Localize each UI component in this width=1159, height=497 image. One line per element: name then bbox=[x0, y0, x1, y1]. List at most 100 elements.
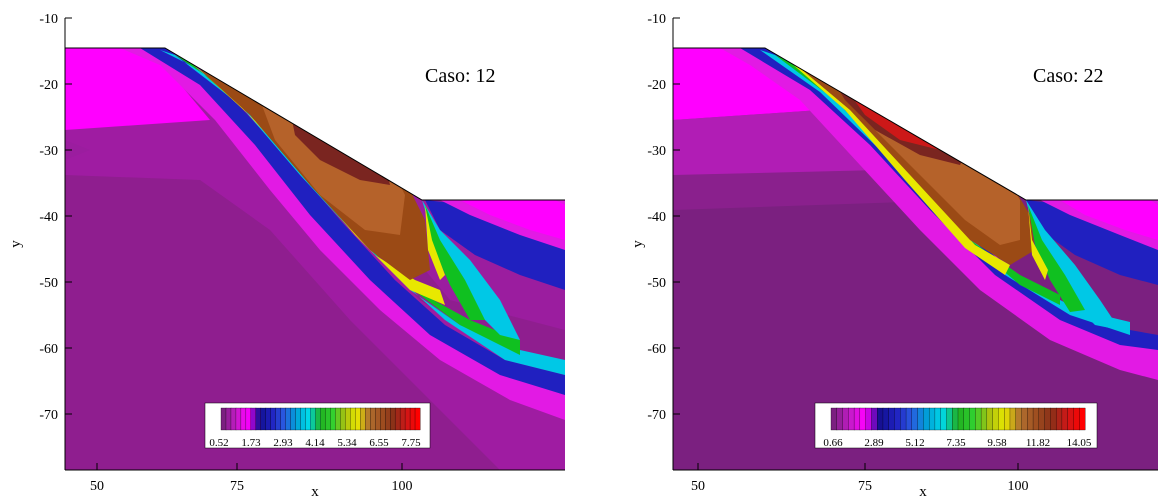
colorbar-swatch bbox=[295, 407, 302, 431]
colorbar-tick: 5.34 bbox=[337, 437, 357, 449]
colorbar-swatch bbox=[998, 407, 1005, 431]
colorbar-swatch bbox=[946, 407, 953, 431]
colorbar-swatch bbox=[340, 407, 346, 431]
colorbar-swatch bbox=[1021, 407, 1028, 431]
y-tick-label: -10 bbox=[647, 12, 666, 27]
colorbar-swatch bbox=[859, 407, 867, 431]
colorbar-swatch bbox=[1061, 407, 1069, 431]
colorbar-swatch bbox=[300, 407, 307, 431]
x-axis-label: x bbox=[311, 484, 319, 497]
colorbar-swatches bbox=[830, 407, 1086, 431]
colorbar-swatch bbox=[1015, 407, 1022, 431]
colorbar-swatch bbox=[986, 407, 994, 431]
y-tick-label: -30 bbox=[647, 144, 666, 159]
colorbar-swatch bbox=[385, 407, 391, 431]
colorbar-swatch bbox=[389, 407, 396, 431]
colorbar-tick: 2.93 bbox=[273, 437, 293, 449]
y-tick-label: -40 bbox=[647, 210, 666, 225]
y-ticks: -10 -20 -30 -40 -50 -60 -70 bbox=[647, 12, 680, 423]
colorbar-swatch bbox=[1038, 407, 1046, 431]
y-tick-label: -20 bbox=[647, 78, 666, 93]
colorbar-swatch bbox=[1009, 407, 1017, 431]
colorbar-tick: 11.82 bbox=[1026, 437, 1050, 449]
colorbar-swatch bbox=[1032, 407, 1040, 431]
colorbar-tick: 2.89 bbox=[864, 437, 884, 449]
y-tick-label: -70 bbox=[647, 408, 666, 423]
contour-panel-2: -10 -20 -30 -40 -50 -60 -70 50 75 100 y … bbox=[630, 12, 1158, 497]
colorbar-swatch bbox=[871, 407, 878, 431]
colorbar-swatch bbox=[917, 407, 924, 431]
colorbar-legend: 0.66 2.89 5.12 7.35 9.58 11.82 14.05 bbox=[814, 402, 1098, 449]
y-axis-label: y bbox=[630, 240, 646, 248]
colorbar-swatch bbox=[963, 407, 970, 431]
colorbar-swatch bbox=[394, 407, 401, 431]
colorbar-swatch bbox=[928, 407, 936, 431]
colorbar-swatch bbox=[877, 407, 884, 431]
colorbar-swatch bbox=[280, 407, 287, 431]
colorbar-swatch bbox=[1055, 407, 1063, 431]
panel-title: Caso: 12 bbox=[425, 65, 496, 87]
colorbar-swatch bbox=[992, 407, 999, 431]
colorbar-tick: 0.52 bbox=[209, 437, 228, 449]
x-ticks: 50 75 100 bbox=[90, 463, 413, 494]
y-tick-label: -60 bbox=[39, 342, 58, 357]
colorbar-swatch bbox=[934, 407, 942, 431]
contour-panel-1: -10 -20 -30 -40 -50 -60 -70 50 75 100 y … bbox=[8, 12, 565, 497]
colorbar-swatch bbox=[240, 407, 247, 431]
colorbar-tick: 6.55 bbox=[369, 437, 389, 449]
colorbar-swatch bbox=[270, 407, 277, 431]
colorbar-swatch bbox=[905, 407, 913, 431]
x-tick-label: 50 bbox=[90, 479, 104, 494]
colorbar-swatch bbox=[355, 407, 361, 431]
colorbar-swatch bbox=[911, 407, 919, 431]
colorbar-swatch bbox=[235, 407, 242, 431]
y-ticks: -10 -20 -30 -40 -50 -60 -70 bbox=[39, 12, 72, 423]
y-tick-label: -60 bbox=[647, 342, 666, 357]
y-tick-label: -20 bbox=[39, 78, 58, 93]
colorbar-swatch bbox=[399, 407, 406, 431]
colorbar-swatch bbox=[952, 407, 959, 431]
x-tick-label: 50 bbox=[691, 479, 705, 494]
x-tick-label: 75 bbox=[230, 479, 244, 494]
colorbar-swatch bbox=[975, 407, 982, 431]
y-axis-label: y bbox=[8, 240, 24, 248]
colorbar-swatch bbox=[250, 407, 257, 431]
colorbar-swatch bbox=[350, 407, 356, 431]
colorbar-swatch bbox=[1073, 407, 1080, 431]
y-tick-label: -50 bbox=[647, 276, 666, 291]
colorbar-swatch bbox=[940, 407, 947, 431]
colorbar-swatch bbox=[315, 407, 321, 431]
colorbar-swatch bbox=[225, 407, 232, 431]
y-tick-label: -30 bbox=[39, 144, 58, 159]
x-ticks: 50 75 100 bbox=[691, 463, 1029, 494]
y-tick-label: -70 bbox=[39, 408, 58, 423]
colorbar-swatch bbox=[365, 407, 371, 431]
colorbar-swatch bbox=[220, 407, 227, 431]
colorbar-swatch bbox=[260, 407, 267, 431]
colorbar-swatch bbox=[409, 407, 416, 431]
colorbar-swatch bbox=[255, 407, 262, 431]
colorbar-swatch bbox=[310, 407, 316, 431]
colorbar-legend: 0.52 1.73 2.93 4.14 5.34 6.55 7.75 bbox=[204, 402, 431, 449]
colorbar-swatch bbox=[836, 407, 843, 431]
colorbar-tick: 5.12 bbox=[905, 437, 924, 449]
y-tick-label: -50 bbox=[39, 276, 58, 291]
x-tick-label: 100 bbox=[1008, 479, 1029, 494]
colorbar-swatch bbox=[888, 407, 895, 431]
colorbar-swatch bbox=[360, 407, 366, 431]
colorbar-swatch bbox=[380, 407, 386, 431]
colorbar-swatch bbox=[325, 407, 331, 431]
colorbar-swatch bbox=[335, 407, 341, 431]
y-tick-label: -10 bbox=[39, 12, 58, 27]
colorbar-swatch bbox=[345, 407, 351, 431]
colorbar-tick: 1.73 bbox=[241, 437, 261, 449]
colorbar-swatch bbox=[842, 407, 849, 431]
colorbar-swatch bbox=[370, 407, 376, 431]
colorbar-swatch bbox=[923, 407, 930, 431]
colorbar-tick: 0.66 bbox=[823, 437, 843, 449]
colorbar-swatch bbox=[1050, 407, 1057, 431]
colorbar-swatch bbox=[305, 407, 311, 431]
colorbar-swatch bbox=[900, 407, 907, 431]
colorbar-swatch bbox=[882, 407, 890, 431]
colorbar-tick: 14.05 bbox=[1067, 437, 1092, 449]
